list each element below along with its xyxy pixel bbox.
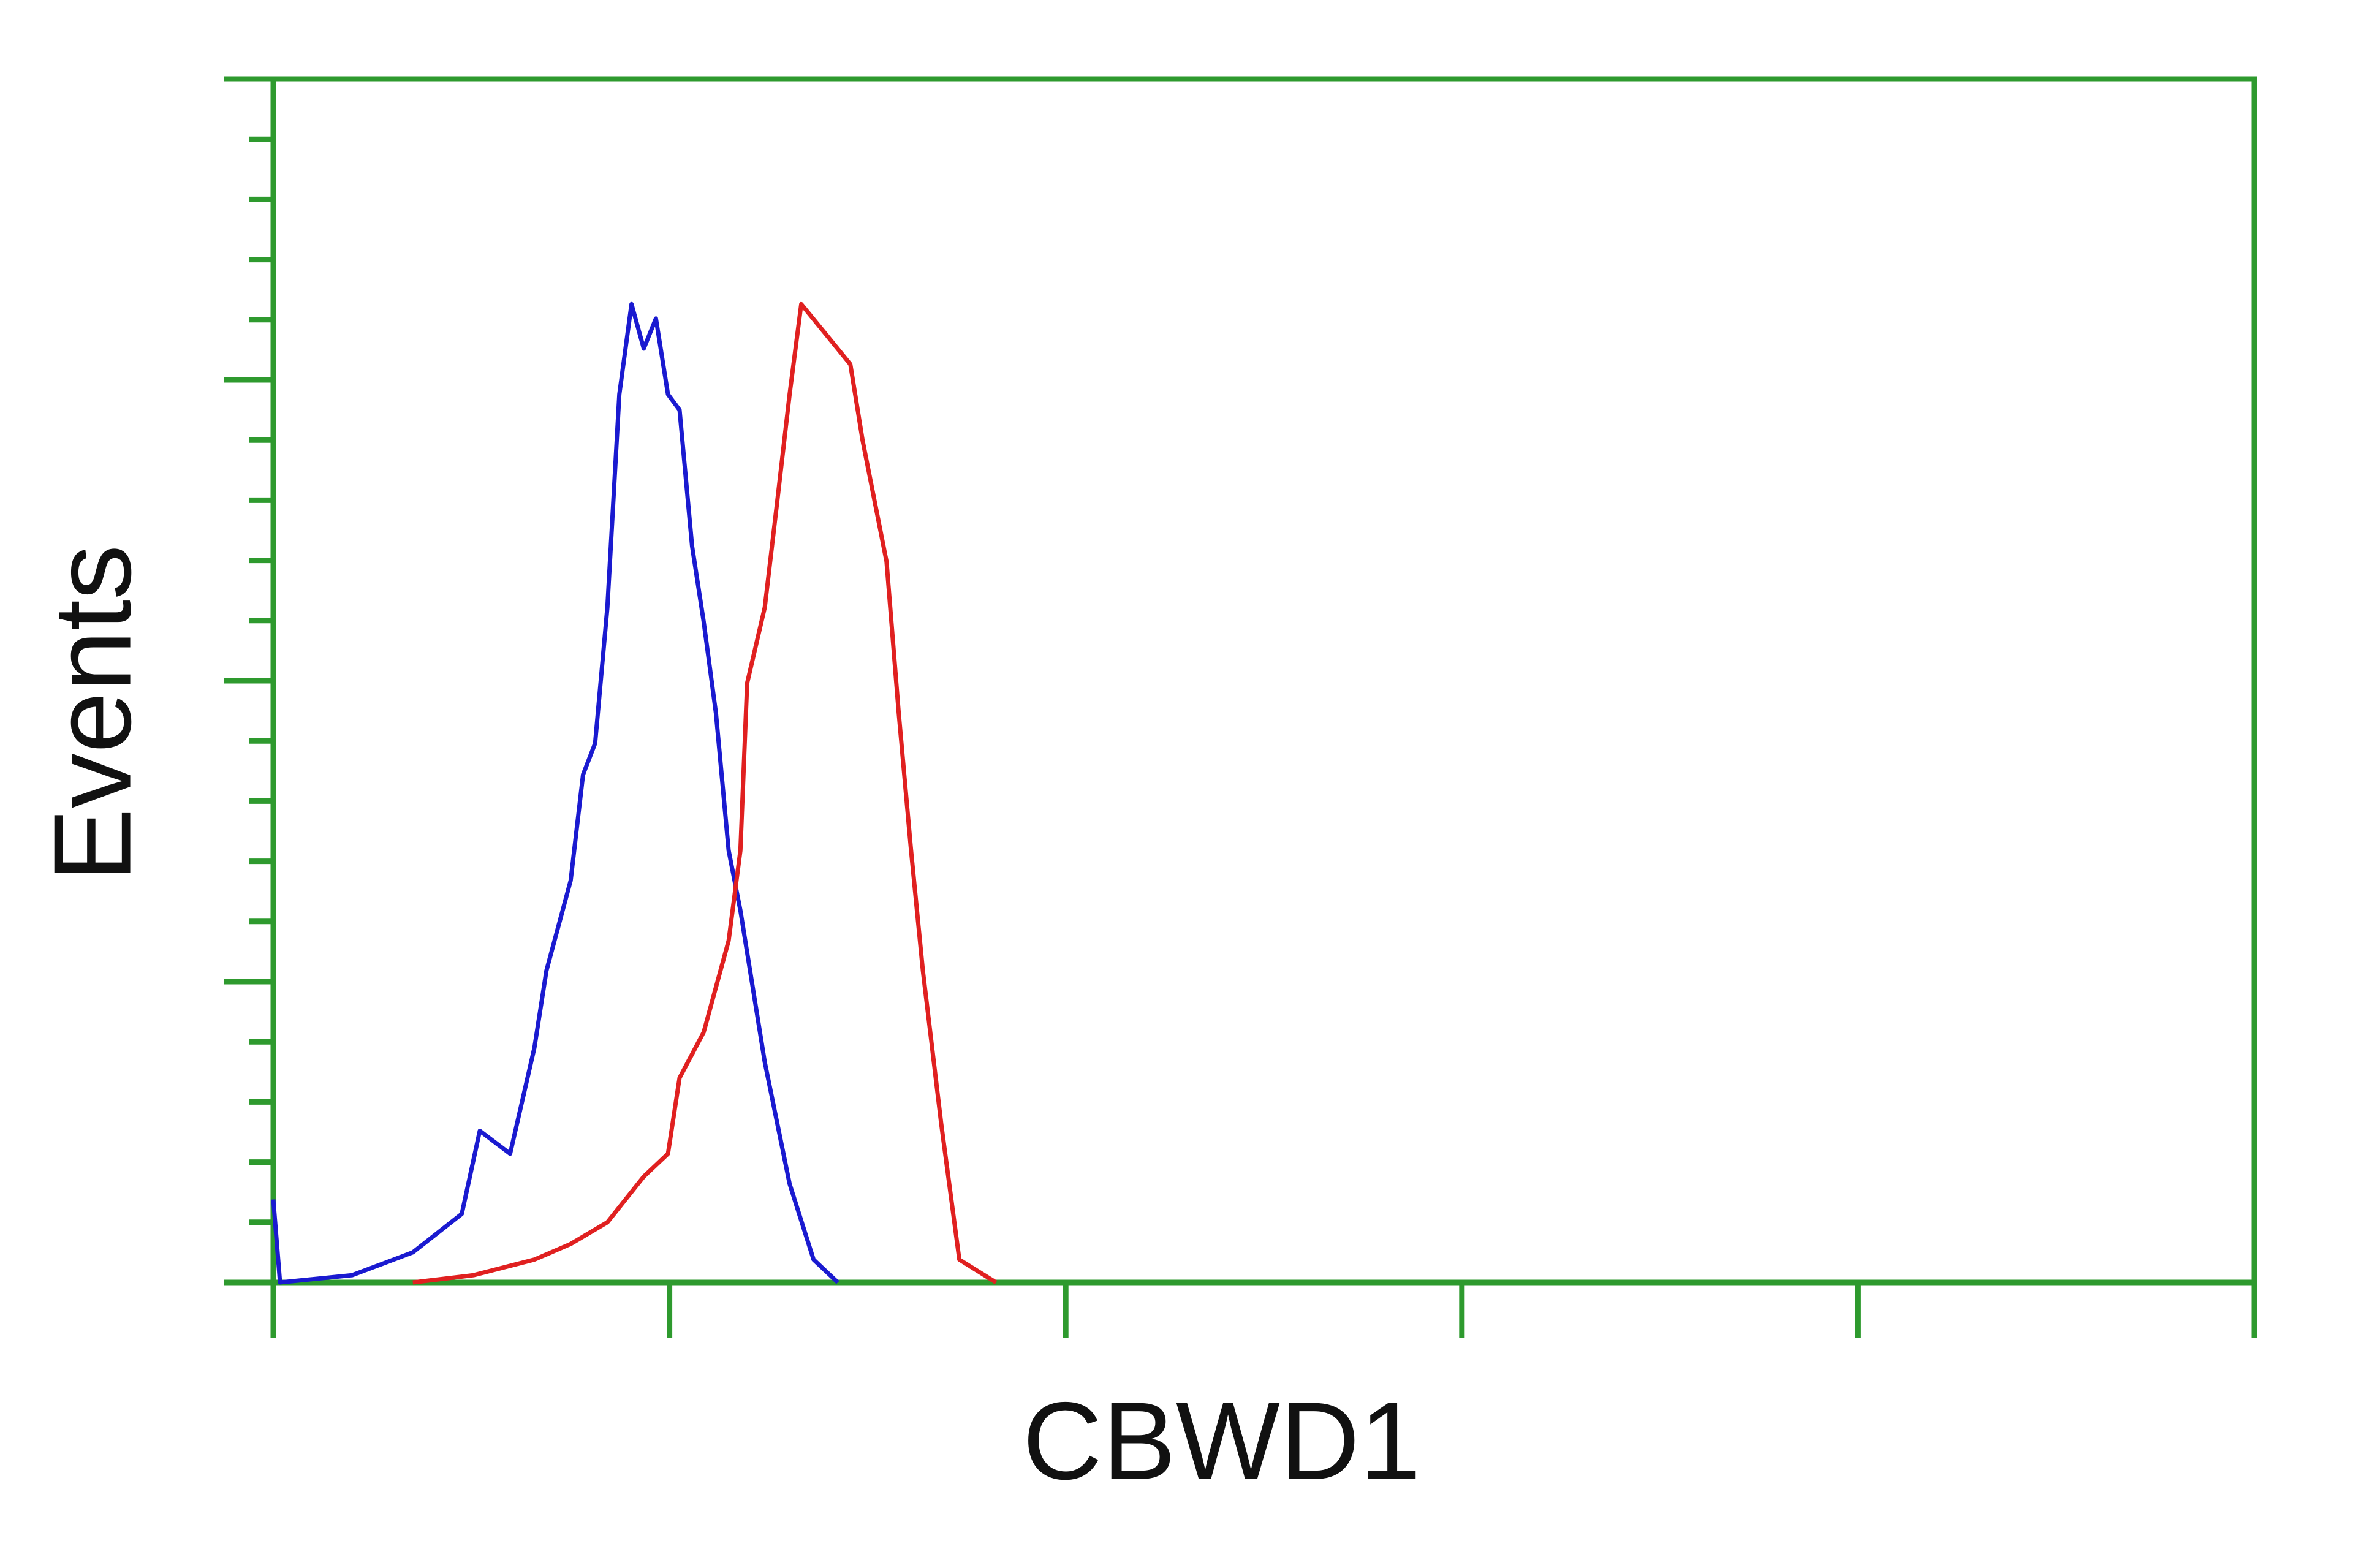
y-axis-label: Events bbox=[31, 545, 154, 882]
histogram-line bbox=[271, 301, 839, 1285]
histogram-line bbox=[412, 301, 998, 1285]
x-axis-label: CBWD1 bbox=[1023, 1380, 1421, 1503]
plot-frame bbox=[270, 76, 2257, 1286]
